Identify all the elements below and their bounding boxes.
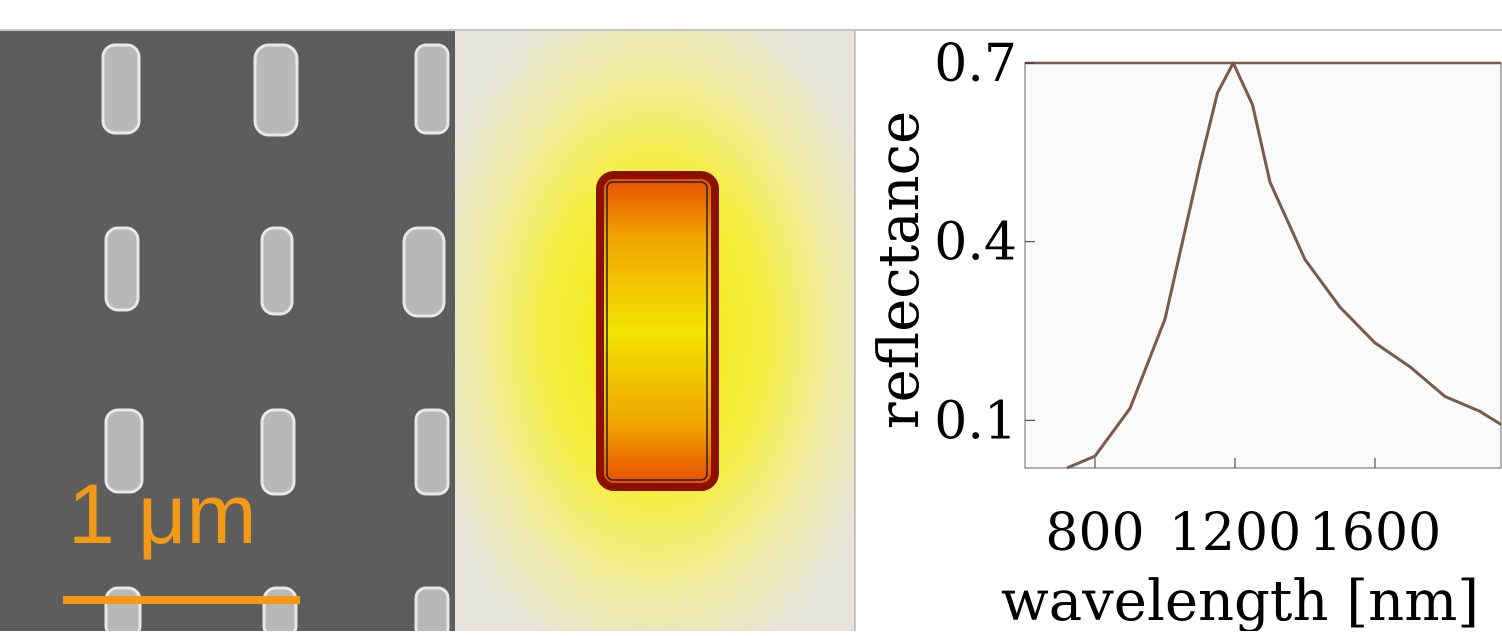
scale-bar-label: 1 μm bbox=[68, 467, 256, 561]
y-tick-label: 0.7 bbox=[934, 34, 1017, 94]
line-series bbox=[1066, 61, 1502, 470]
plot-area bbox=[1024, 62, 1502, 469]
y-tick-label: 0.1 bbox=[934, 391, 1017, 451]
x-tick-label: 1200 bbox=[1169, 503, 1301, 563]
x-tick-label: 1600 bbox=[1309, 503, 1441, 563]
x-tick-label: 800 bbox=[1045, 503, 1144, 563]
field-map bbox=[455, 31, 856, 631]
y-tick-label: 0.4 bbox=[934, 213, 1017, 273]
sem-image: 1 μm bbox=[0, 31, 455, 636]
y-axis-label: reflectance bbox=[867, 111, 932, 429]
scale-bar bbox=[63, 596, 300, 604]
x-axis-label: wavelength [nm] bbox=[1001, 569, 1479, 631]
